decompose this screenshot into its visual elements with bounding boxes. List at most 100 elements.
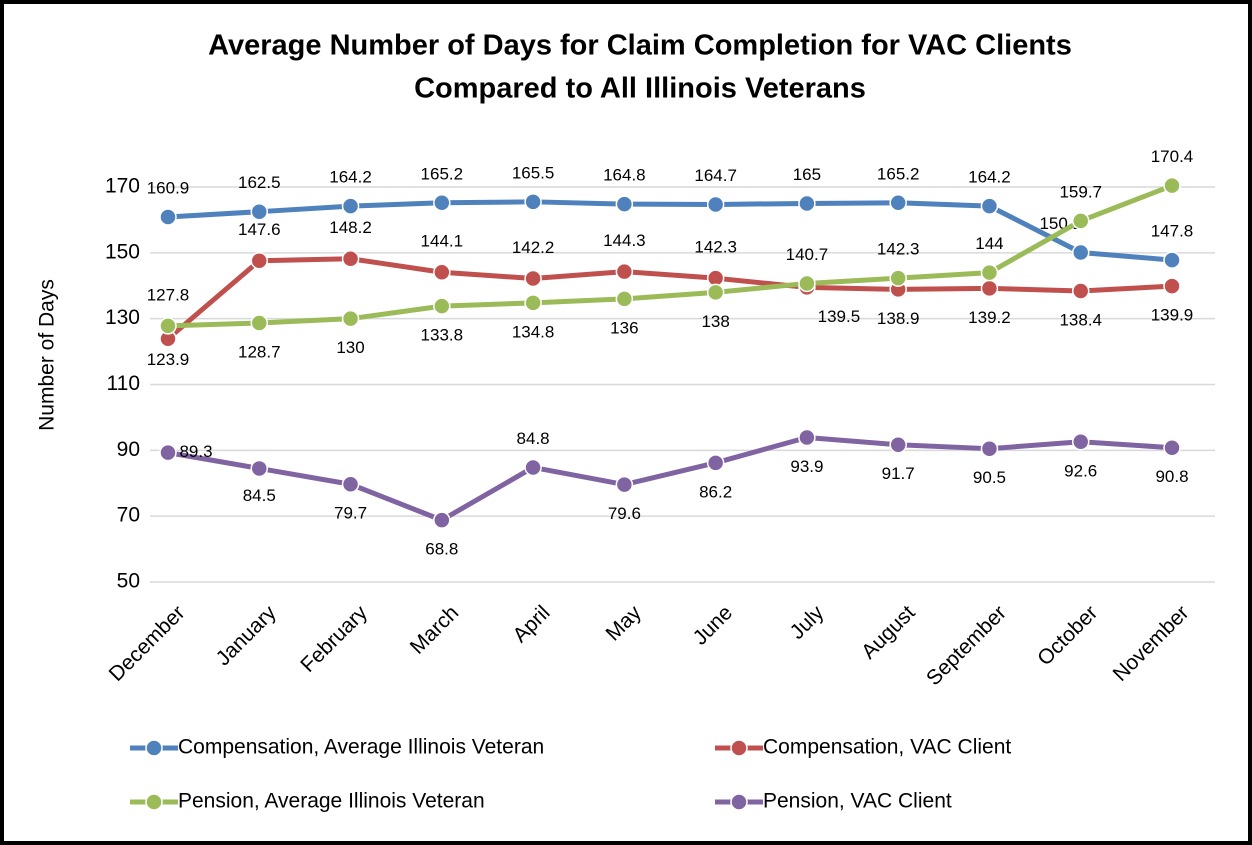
legend-label: Pension, VAC Client — [763, 790, 952, 813]
data-label: 142.3 — [694, 238, 737, 257]
y-tick-label: 170 — [105, 175, 140, 198]
data-point — [159, 208, 177, 226]
data-point — [341, 197, 360, 215]
data-label: 165.2 — [877, 164, 920, 183]
data-point — [798, 274, 816, 293]
data-label: 79.6 — [608, 504, 641, 523]
data-point — [980, 279, 999, 298]
data-label: 136 — [610, 318, 638, 337]
legend-label: Compensation, VAC Client — [763, 736, 1011, 759]
y-tick-label: 90 — [117, 438, 140, 461]
data-point — [1071, 433, 1090, 451]
data-label: 89.3 — [179, 442, 212, 461]
data-label: 123.9 — [147, 350, 190, 369]
series-line — [167, 199, 1173, 263]
y-axis-label: Number of Days — [36, 279, 59, 431]
data-point — [889, 194, 907, 212]
data-point — [159, 317, 177, 335]
data-label: 159.7 — [1059, 182, 1102, 201]
data-label: 93.9 — [790, 457, 823, 476]
data-point — [706, 454, 725, 472]
data-point — [341, 250, 360, 268]
data-point — [889, 435, 907, 454]
data-point — [798, 428, 816, 447]
data-label: 90.8 — [1155, 467, 1188, 486]
y-tick-label: 70 — [117, 504, 140, 527]
data-label: 170.4 — [1151, 147, 1194, 166]
data-point — [706, 283, 725, 302]
data-label: 86.2 — [699, 482, 732, 501]
data-label: 139.9 — [1151, 306, 1194, 325]
data-point — [433, 263, 451, 282]
data-point — [615, 195, 634, 213]
data-point — [706, 195, 725, 214]
data-label: 128.7 — [238, 342, 281, 361]
data-label: 165.5 — [512, 163, 555, 182]
data-label: 79.7 — [334, 504, 367, 523]
data-point — [615, 475, 634, 494]
series-line — [167, 434, 1173, 523]
y-tick-label: 150 — [105, 240, 140, 263]
legend-marker — [730, 793, 748, 811]
data-point — [980, 263, 999, 282]
data-label: 138 — [701, 312, 729, 331]
series-line — [167, 183, 1173, 329]
data-point — [341, 475, 360, 493]
data-point — [524, 294, 542, 312]
data-point — [524, 269, 542, 288]
data-point — [1163, 277, 1181, 295]
y-tick-label: 50 — [117, 570, 140, 593]
data-point — [250, 459, 269, 478]
data-label: 147.8 — [1151, 222, 1194, 241]
data-label: 164.2 — [968, 168, 1011, 187]
data-label: 164.2 — [329, 168, 372, 187]
data-label: 142.2 — [512, 238, 555, 257]
data-label: 144.1 — [421, 232, 464, 251]
data-point — [1163, 251, 1181, 269]
data-label: 147.6 — [238, 220, 281, 239]
data-label: 138.9 — [877, 309, 920, 328]
data-point — [1071, 282, 1090, 300]
data-label: 148.2 — [329, 218, 372, 237]
data-label: 165 — [793, 165, 821, 184]
data-label: 139.2 — [968, 308, 1011, 327]
data-point — [980, 439, 999, 458]
data-label: 91.7 — [882, 464, 915, 483]
series-line — [166, 256, 1173, 341]
data-point — [798, 194, 816, 213]
data-label: 139.5 — [818, 307, 861, 326]
data-label: 142.3 — [877, 240, 920, 259]
chart-title: Compared to All Illinois Veterans — [414, 73, 866, 105]
legend-marker — [145, 793, 163, 811]
data-point — [1163, 438, 1181, 457]
data-label: 164.8 — [603, 166, 646, 185]
legend-marker — [730, 739, 748, 757]
legend-label: Pension, Average Illinois Veteran — [178, 790, 485, 813]
data-label: 84.5 — [243, 486, 276, 505]
data-point — [250, 251, 269, 270]
data-label: 138.4 — [1059, 311, 1102, 330]
y-tick-label: 110 — [107, 372, 140, 395]
data-point — [1071, 243, 1090, 262]
data-point — [615, 290, 634, 308]
data-label: 130 — [336, 338, 364, 357]
data-label: 133.8 — [421, 326, 464, 345]
data-label: 127.8 — [147, 285, 190, 304]
data-label: 92.6 — [1064, 461, 1097, 480]
data-point — [980, 197, 999, 215]
data-label: 134.8 — [512, 322, 555, 341]
y-tick-label: 130 — [105, 306, 140, 329]
data-label: 140.7 — [786, 245, 829, 264]
chart-title: Average Number of Days for Claim Complet… — [208, 30, 1072, 62]
data-point — [615, 262, 634, 281]
data-point — [524, 458, 542, 477]
legend-marker — [145, 739, 163, 757]
data-point — [250, 314, 269, 332]
legend-label: Compensation, Average Illinois Veteran — [178, 736, 544, 759]
data-label: 165.2 — [421, 164, 464, 183]
data-point — [433, 194, 451, 212]
data-label: 160.9 — [147, 178, 190, 197]
data-label: 90.5 — [973, 468, 1006, 487]
data-label: 144.3 — [603, 231, 646, 250]
